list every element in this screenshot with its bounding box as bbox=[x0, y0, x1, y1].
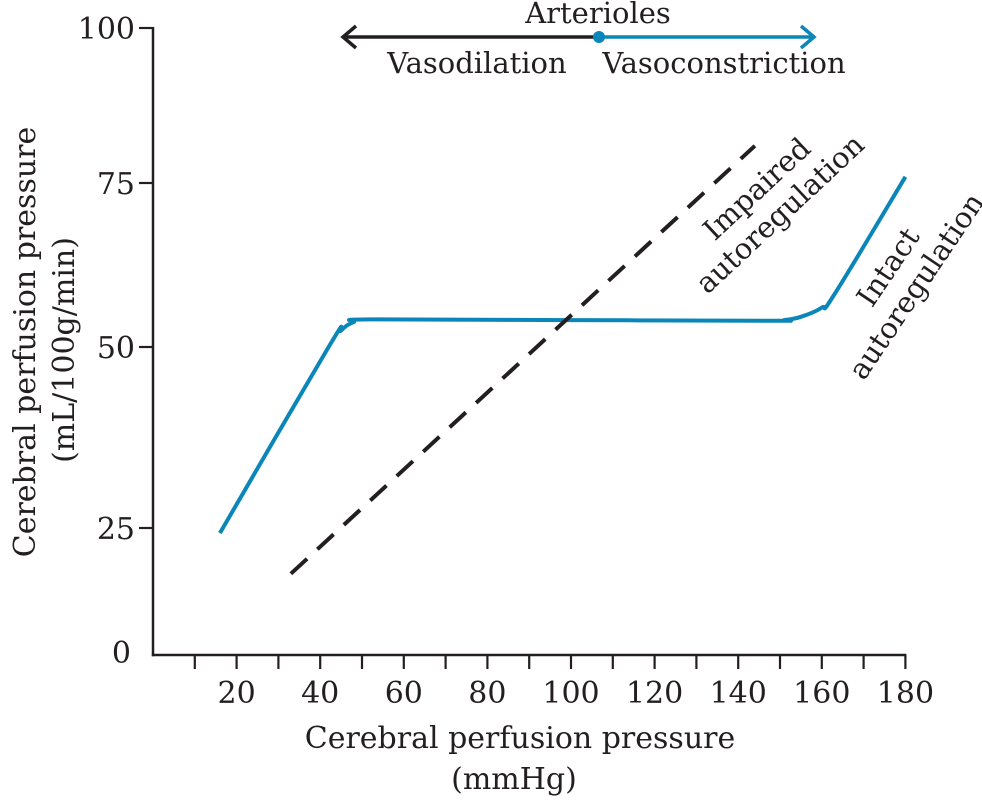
intact-autoregulation-line bbox=[218, 175, 908, 535]
y-tick-labels: 0 25 50 75 100 bbox=[78, 12, 135, 671]
x-axis-title-line1: Cerebral perfusion pressure bbox=[305, 721, 736, 756]
vasodilation-label: Vasodilation bbox=[386, 46, 566, 80]
y-tick-label: 75 bbox=[97, 167, 135, 202]
y-ticks bbox=[139, 26, 153, 530]
y-axis-title-line1: Cerebral perfusion pressure bbox=[8, 127, 43, 558]
x-tick-label: 120 bbox=[626, 676, 683, 711]
vasodilation-arrow-head-icon bbox=[340, 24, 358, 50]
x-tick-label: 140 bbox=[710, 676, 767, 711]
x-tick-label: 180 bbox=[877, 676, 934, 711]
y-tick-label: 0 bbox=[112, 636, 131, 671]
axes: 20 40 60 80 100 120 140 160 180 0 25 50 75 100 bbox=[78, 12, 934, 711]
x-tick-label: 40 bbox=[301, 676, 339, 711]
x-tick-label: 20 bbox=[218, 676, 256, 711]
arterioles-annotation: Arterioles Vasodilation Vasoconstriction bbox=[340, 0, 846, 80]
x-tick-label: 100 bbox=[542, 676, 599, 711]
x-ticks bbox=[193, 655, 907, 669]
x-tick-label: 160 bbox=[793, 676, 850, 711]
x-tick-label: 60 bbox=[385, 676, 423, 711]
x-tick-label: 80 bbox=[468, 676, 506, 711]
impaired-autoregulation-line bbox=[289, 144, 757, 576]
y-tick-label: 100 bbox=[78, 12, 135, 47]
y-tick-label: 25 bbox=[97, 512, 135, 547]
x-axis-title-line2: (mmHg) bbox=[451, 762, 577, 797]
arterioles-title: Arterioles bbox=[524, 0, 671, 30]
y-tick-label: 50 bbox=[97, 331, 135, 366]
y-axis-title-line2: (mL/100g/min) bbox=[47, 237, 82, 463]
vasoconstriction-arrow-head-icon bbox=[799, 24, 817, 50]
intact-label: Intact autoregulation bbox=[842, 186, 982, 385]
arterioles-midpoint-dot bbox=[593, 31, 605, 43]
series-layer bbox=[218, 144, 908, 576]
vasoconstriction-label: Vasoconstriction bbox=[601, 46, 845, 80]
x-tick-labels: 20 40 60 80 100 120 140 160 180 bbox=[218, 676, 935, 711]
